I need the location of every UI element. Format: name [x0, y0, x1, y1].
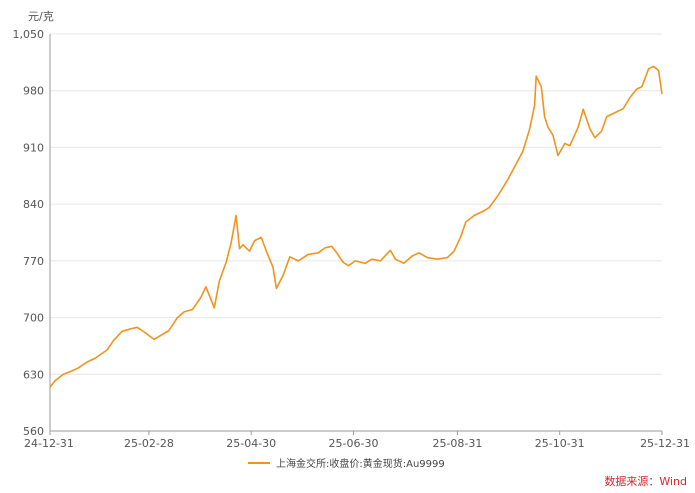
x-tick-label: 25-12-31: [640, 437, 690, 450]
x-tick-label: 25-06-30: [329, 437, 379, 450]
legend-label: 上海金交所:收盘价:黄金现货:Au9999: [276, 457, 445, 470]
x-tick-label: 25-10-31: [535, 437, 585, 450]
x-tick-label: 25-08-31: [432, 437, 482, 450]
x-tick-label: 24-12-31: [24, 437, 74, 450]
y-tick-label: 980: [23, 85, 44, 98]
y-tick-label: 1,050: [13, 28, 45, 41]
y-tick-label: 910: [23, 141, 44, 154]
x-tick-label: 25-04-30: [226, 437, 276, 450]
y-tick-label: 770: [23, 255, 44, 268]
legend: 上海金交所:收盘价:黄金现货:Au9999: [248, 457, 445, 470]
y-axis: 560 630 700 770 840 910 980 1,050: [13, 28, 51, 438]
y-tick-label: 700: [23, 312, 44, 325]
series-group: [49, 65, 663, 388]
y-tick-label: 560: [23, 425, 44, 438]
y-tick-label: 630: [23, 368, 44, 381]
x-axis: 24-12-31 25-02-28 25-04-30 25-06-30 25-08-31…: [24, 430, 690, 450]
series-line: [49, 65, 663, 388]
x-tick-label: 25-02-28: [124, 437, 174, 450]
grid: [50, 33, 662, 375]
y-tick-label: 840: [23, 198, 44, 211]
source-note: 数据来源：Wind: [604, 475, 687, 488]
y-axis-unit: 元/克: [28, 10, 54, 23]
